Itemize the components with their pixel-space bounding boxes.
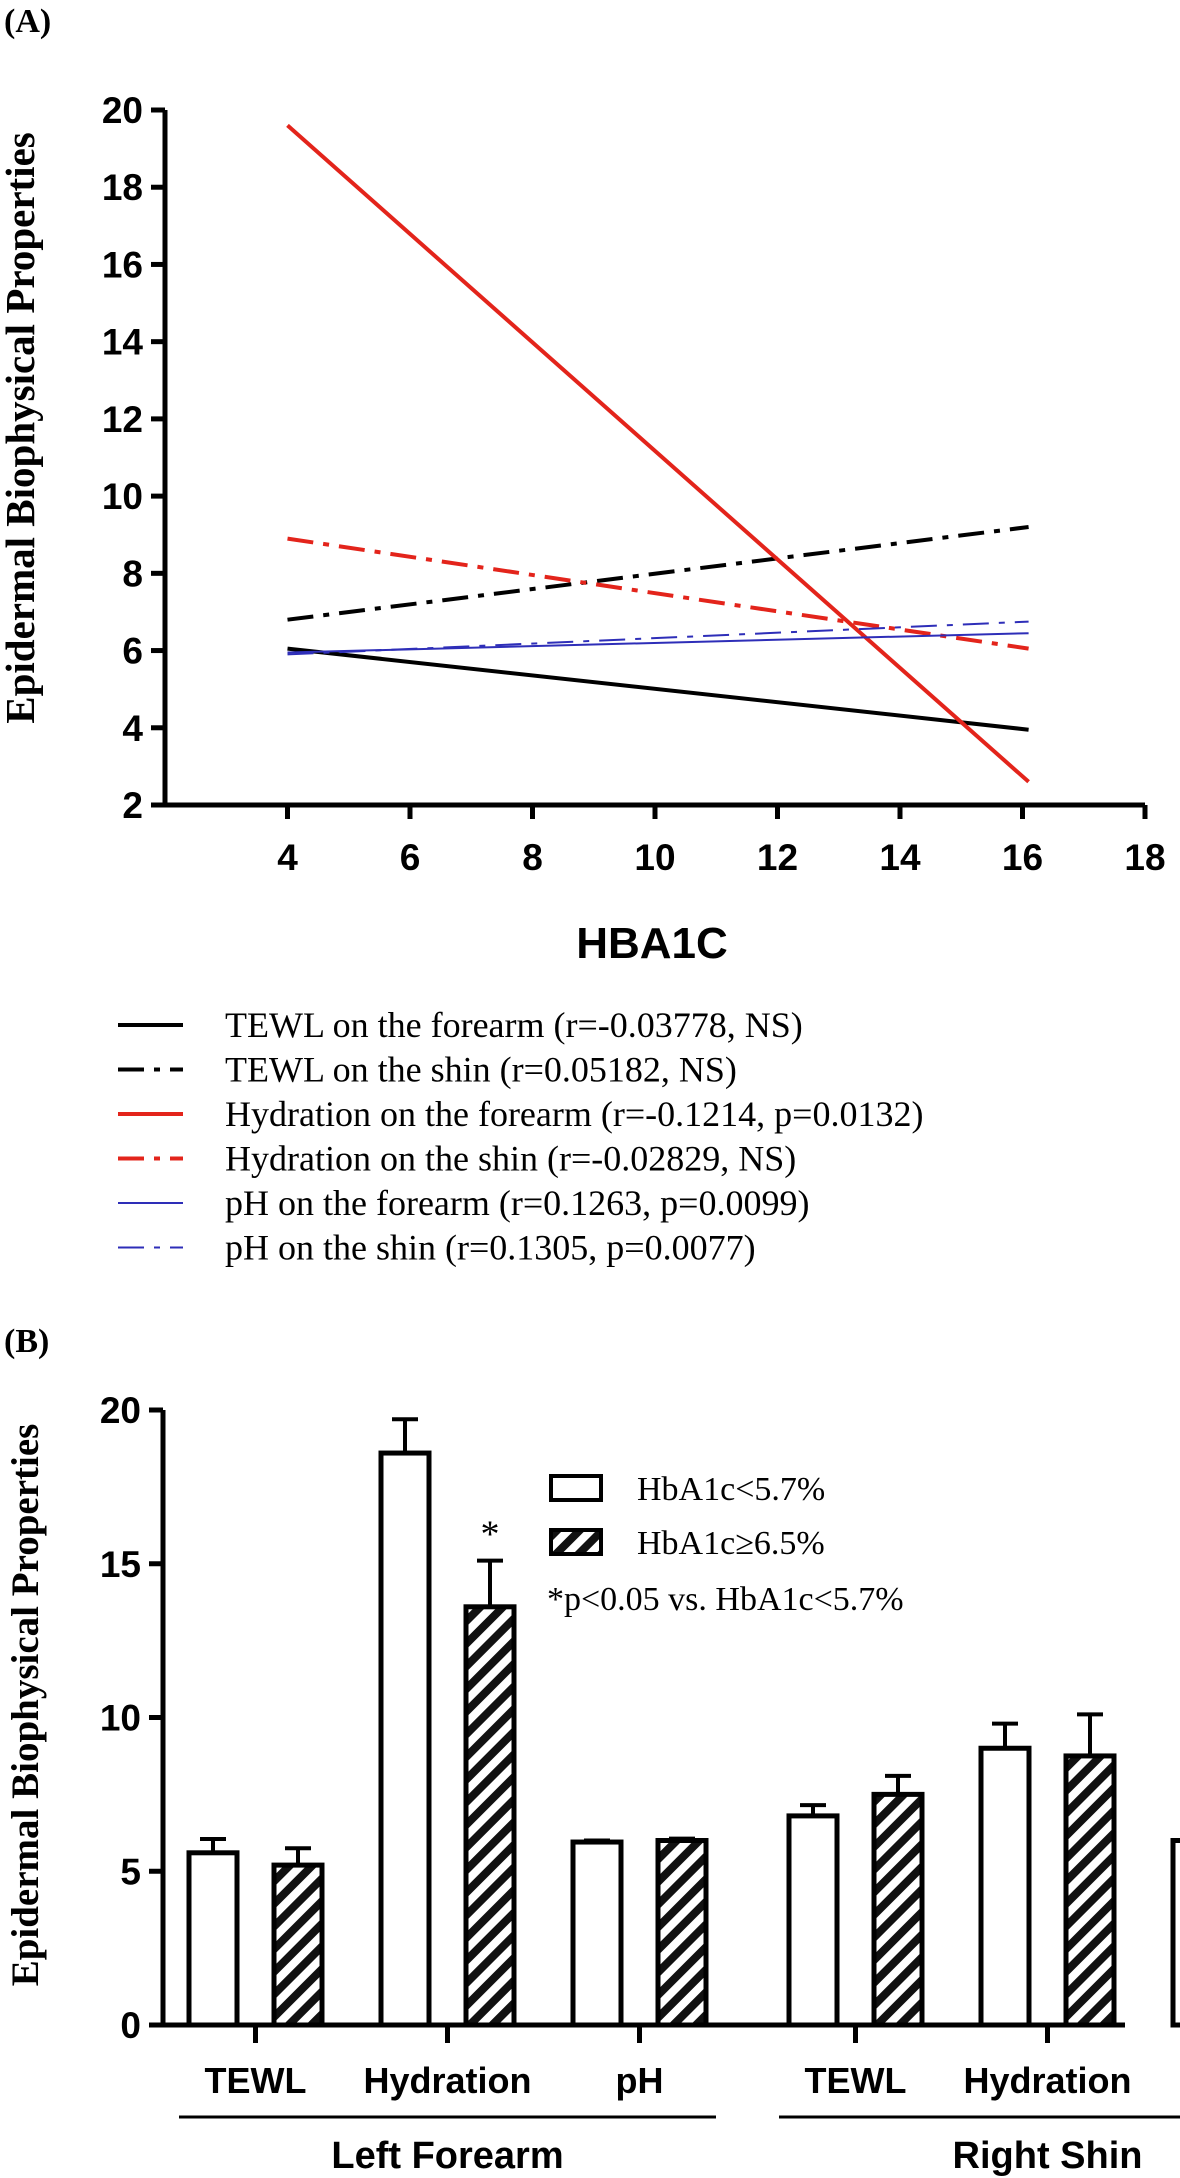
y-tick-label: 15: [100, 1544, 141, 1585]
bar-hba1c-low: [570, 1839, 624, 2028]
legend-swatch-hatched: [549, 1528, 603, 1556]
x-tick-label: 12: [757, 837, 798, 878]
legend-label: TEWL on the shin (r=0.05182, NS): [225, 1050, 737, 1090]
legend-significance-note: *p<0.05 vs. HbA1c<5.7%: [547, 1581, 904, 1618]
x-tick-label: 10: [634, 837, 675, 878]
series-line: [287, 525, 1029, 622]
legend-label: TEWL on the forearm (r=-0.03778, NS): [225, 1005, 803, 1045]
bar-hba1c-low: [378, 1450, 432, 2028]
bar-hba1c-high: [463, 1604, 517, 2028]
category-label: TEWL: [805, 2060, 907, 2101]
bar-hba1c-low: [978, 1745, 1032, 2028]
y-tick-label: 16: [102, 244, 143, 285]
y-tick-label: 0: [120, 2005, 141, 2046]
legend-label-hatched: HbA1c≥6.5%: [637, 1525, 825, 1562]
legend-swatch-open: [549, 1474, 603, 1502]
y-tick-label: 6: [122, 631, 143, 672]
bar-hba1c-high: [655, 1838, 709, 2028]
group-label: Left Forearm: [331, 2135, 563, 2177]
panel-b-y-axis-title: Epidermal Biophysical Properties: [4, 1424, 47, 1987]
panel-b-group-labels: Left Forearm Right Shin: [179, 2115, 1180, 2177]
series-line: [286, 123, 1030, 784]
x-tick-label: 6: [400, 837, 421, 878]
panel-a-series-lines: [286, 123, 1030, 784]
panel-a-label: (A): [4, 3, 51, 40]
panel-a-y-axis-title: Epidermal Biophysical Properties: [0, 132, 43, 723]
group-label: Right Shin: [953, 2135, 1143, 2177]
panel-a-axes: [162, 110, 1145, 808]
panel-b-bars: *: [186, 1417, 1180, 2028]
y-tick-label: 20: [102, 90, 143, 131]
panel-b: (B) Epidermal Biophysical Properties 0 5 1…: [4, 1323, 1180, 2177]
series-line: [287, 536, 1029, 651]
legend-label: Hydration on the forearm (r=-0.1214, p=0…: [225, 1094, 923, 1134]
series-line: [287, 620, 1029, 656]
x-tick-label: 4: [277, 837, 298, 878]
legend-label: pH on the forearm (r=0.1263, p=0.0099): [225, 1183, 809, 1223]
bar-hba1c-low: [786, 1813, 840, 2028]
y-tick-label: 4: [122, 708, 143, 749]
y-tick-label: 8: [122, 553, 143, 594]
y-tick-label: 2: [122, 785, 143, 826]
legend-label: pH on the shin (r=0.1305, p=0.0077): [225, 1228, 756, 1268]
panel-b-y-ticks: 0 5 10 15 20: [100, 1390, 163, 2046]
panel-a: (A) Epidermal Biophysical Properties 2 4 6…: [0, 3, 1166, 1268]
x-tick-label: 18: [1124, 837, 1165, 878]
series-line: [287, 646, 1029, 732]
significance-asterisk: *: [481, 1514, 500, 1556]
panel-b-x-ticks: TEWLHydrationpHTEWLHydrationpH: [205, 2025, 1132, 2101]
y-tick-label: 10: [100, 1698, 141, 1739]
panel-a-x-axis-title: HBA1C: [576, 919, 728, 968]
y-tick-label: 18: [102, 167, 143, 208]
panel-a-x-ticks: 4 6 8 10 12 14 16 18: [277, 805, 1166, 878]
x-tick-label: 8: [522, 837, 543, 878]
category-label: TEWL: [205, 2060, 307, 2101]
panel-b-label: (B): [4, 1323, 49, 1360]
category-label: pH: [616, 2060, 664, 2101]
bar-hba1c-high: [271, 1862, 325, 2028]
y-tick-label: 10: [102, 476, 143, 517]
bar-hba1c-low: [186, 1850, 240, 2028]
y-tick-label: 5: [120, 1851, 141, 1892]
panel-a-y-ticks: 2 4 6 8 10 12 14 16 18 20: [102, 90, 165, 826]
y-tick-label: 20: [100, 1390, 141, 1431]
y-tick-label: 12: [102, 399, 143, 440]
panel-a-legend: TEWL on the forearm (r=-0.03778, NS) TEWL…: [118, 1005, 923, 1268]
x-tick-label: 16: [1002, 837, 1043, 878]
bar-hba1c-low: [1170, 1838, 1180, 2028]
category-label: Hydration: [363, 2060, 531, 2101]
x-tick-label: 14: [879, 837, 921, 878]
y-tick-label: 14: [102, 322, 144, 363]
panel-b-legend: HbA1c<5.7% HbA1c≥6.5% *p<0.05 vs. HbA1c<…: [547, 1471, 904, 1618]
category-label: Hydration: [963, 2060, 1131, 2101]
bar-hba1c-high: [1063, 1753, 1117, 2028]
bar-hba1c-high: [871, 1791, 925, 2028]
legend-label: Hydration on the shin (r=-0.02829, NS): [225, 1139, 796, 1179]
legend-label-open: HbA1c<5.7%: [637, 1471, 825, 1508]
